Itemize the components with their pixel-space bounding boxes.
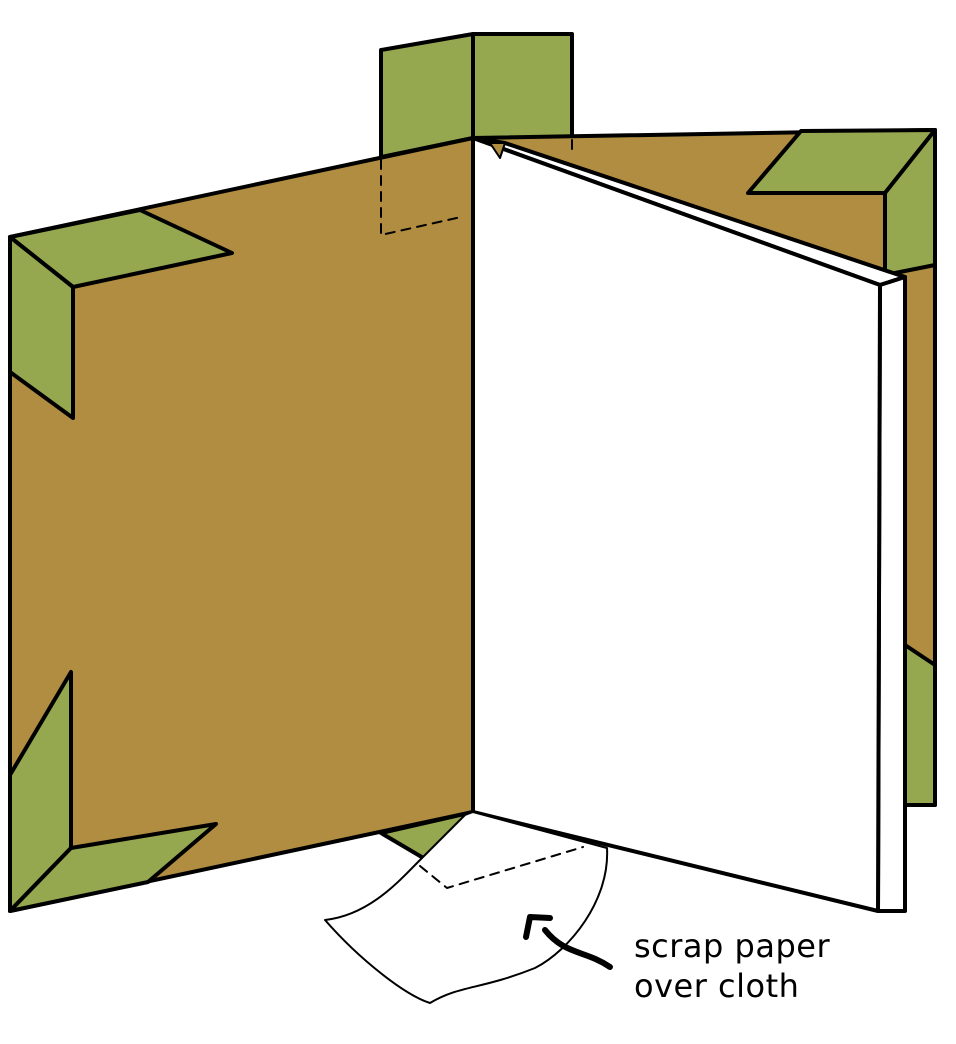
- back-cover-bottom-corner: [903, 643, 937, 807]
- spine-cloth-tab-right: [471, 32, 574, 140]
- annotation-label: scrap paper over cloth: [634, 926, 830, 1006]
- hidden-top-tab-edge: [380, 159, 462, 236]
- annotation-line-2: over cloth: [634, 967, 800, 1005]
- front-cover-top-corner-side: [8, 235, 75, 420]
- curved-arrow-icon: [523, 914, 613, 970]
- text-block-fore-edge: [876, 275, 907, 913]
- front-cover-bottom-corner-bottom: [8, 822, 218, 913]
- spine-cloth-tab-left: [379, 32, 475, 159]
- annotation-line-1: scrap paper: [634, 927, 831, 965]
- hidden-bottom-tab-edge: [419, 846, 584, 889]
- text-block-page: [471, 136, 882, 913]
- spine-gap: [489, 142, 506, 159]
- scrap-paper: [324, 811, 609, 1004]
